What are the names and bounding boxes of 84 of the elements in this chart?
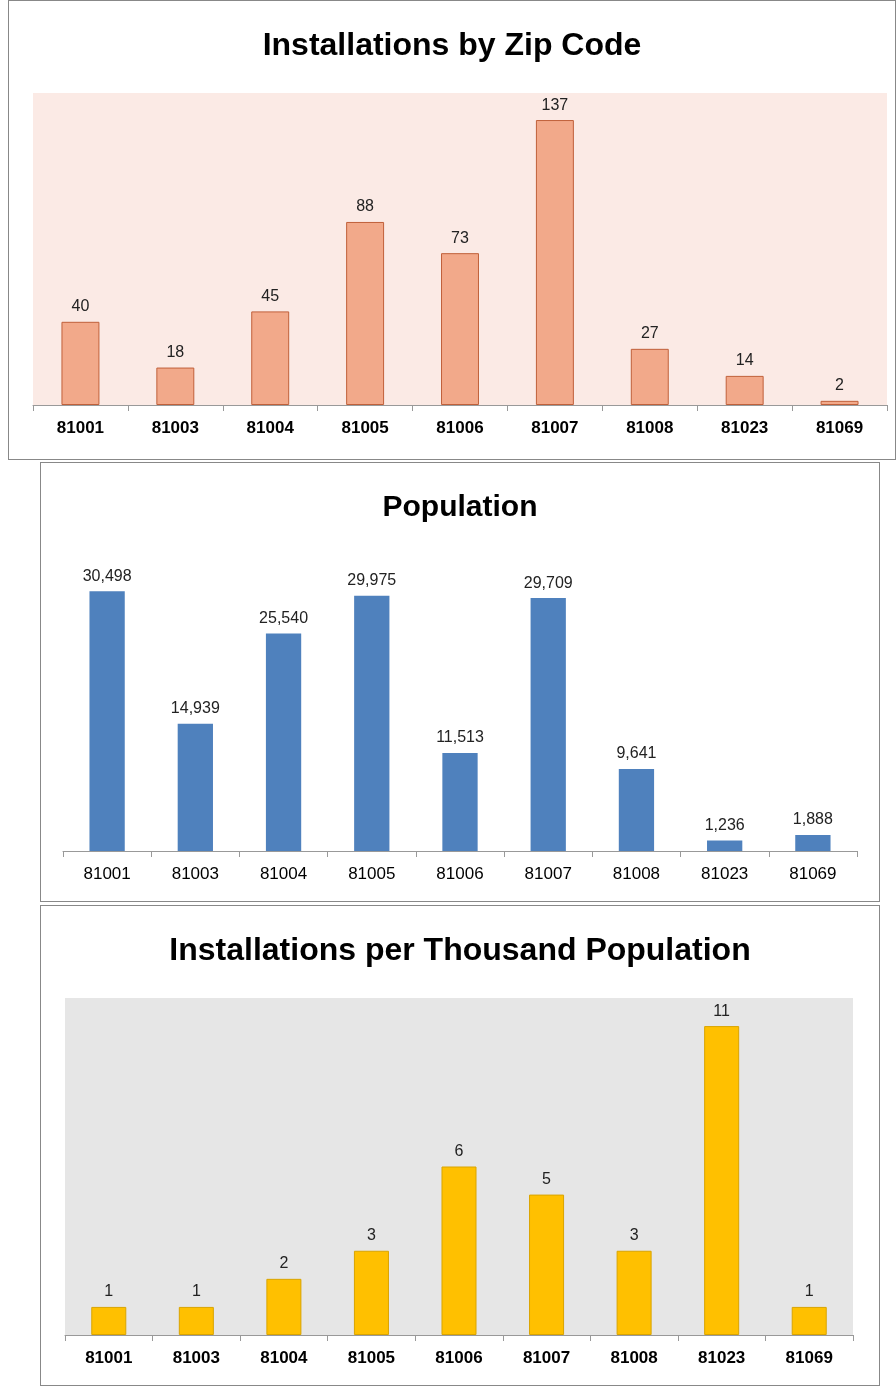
bar	[630, 348, 669, 405]
bar	[820, 400, 859, 405]
bar	[91, 1306, 127, 1335]
data-label: 5	[542, 1170, 552, 1188]
x-tick-label: 81007	[524, 864, 572, 883]
bar	[89, 591, 125, 851]
x-tick-label: 81003	[151, 418, 199, 437]
data-label: 14,939	[170, 699, 220, 717]
x-tick-label: 81006	[435, 1348, 483, 1367]
bar	[156, 367, 195, 405]
x-tick-label: 81023	[721, 418, 769, 437]
x-tick-label: 81069	[789, 864, 837, 883]
data-label: 18	[166, 343, 185, 361]
bar	[266, 1278, 302, 1335]
x-tick-label: 81003	[171, 864, 219, 883]
x-tick-label: 81004	[246, 418, 295, 437]
data-label: 2	[279, 1254, 289, 1272]
data-label: 1	[804, 1282, 814, 1300]
bar	[441, 1166, 477, 1335]
data-label: 3	[366, 1226, 376, 1244]
x-tick-label: 81023	[701, 864, 749, 883]
x-tick-label: 81008	[626, 418, 674, 437]
bar	[177, 723, 213, 851]
data-label: 1,236	[704, 815, 745, 833]
data-label: 27	[640, 324, 659, 342]
data-label: 45	[261, 286, 280, 304]
bar	[530, 598, 566, 851]
x-tick-label: 81004	[260, 1348, 309, 1367]
data-label: 29,975	[347, 571, 397, 589]
bar	[707, 840, 743, 851]
x-tick-label: 81023	[698, 1348, 746, 1367]
bar	[795, 834, 831, 851]
bar	[725, 375, 764, 405]
bar	[178, 1306, 214, 1335]
bar	[618, 768, 655, 851]
x-tick-label: 81007	[531, 418, 579, 437]
chart-title: Installations by Zip Code	[262, 26, 642, 62]
x-tick-label: 81005	[348, 864, 396, 883]
x-tick-label: 81005	[347, 1348, 396, 1367]
data-label: 88	[356, 197, 375, 215]
bar	[354, 595, 390, 851]
data-label: 1	[104, 1282, 114, 1300]
x-tick-label: 81008	[612, 864, 661, 883]
bar	[616, 1250, 652, 1335]
chart-title: Population	[382, 488, 538, 522]
bar	[442, 752, 478, 851]
x-tick-label: 81007	[522, 1348, 571, 1367]
data-label: 1,888	[792, 810, 834, 828]
data-label: 73	[451, 228, 469, 246]
x-tick-label: 81069	[785, 1348, 833, 1367]
data-label: 1	[191, 1282, 201, 1300]
data-label: 29,709	[523, 573, 573, 591]
bar	[265, 633, 302, 851]
bar	[353, 1250, 389, 1335]
data-label: 2	[835, 376, 845, 394]
data-label: 40	[71, 297, 90, 315]
bar	[529, 1194, 565, 1335]
x-tick-label: 81005	[341, 418, 389, 437]
chart-title: Installations per Thousand Population	[169, 931, 751, 967]
data-label: 25,540	[259, 609, 309, 627]
x-tick-label: 81001	[85, 1348, 133, 1367]
bar	[791, 1306, 827, 1335]
x-tick-label: 81004	[259, 864, 308, 883]
data-label: 14	[735, 351, 754, 369]
data-label: 9,641	[616, 744, 657, 762]
x-tick-label: 81008	[610, 1348, 658, 1367]
bar	[535, 120, 574, 405]
bar	[251, 311, 290, 405]
data-label: 6	[454, 1142, 464, 1159]
x-tick-label: 81001	[56, 418, 105, 437]
data-label: 137	[541, 95, 569, 113]
bar	[704, 1026, 740, 1335]
data-label: 11,513	[436, 728, 484, 746]
bar	[346, 221, 385, 405]
data-label: 30,498	[82, 566, 132, 584]
x-tick-label: 81006	[436, 418, 484, 437]
data-label: 11	[713, 1001, 731, 1019]
x-tick-label: 81001	[83, 864, 131, 883]
bar	[61, 321, 100, 405]
x-tick-label: 81006	[436, 864, 484, 883]
x-tick-label: 81003	[172, 1348, 220, 1367]
x-tick-label: 81069	[815, 418, 864, 437]
data-label: 3	[629, 1226, 639, 1244]
bar	[441, 253, 479, 405]
